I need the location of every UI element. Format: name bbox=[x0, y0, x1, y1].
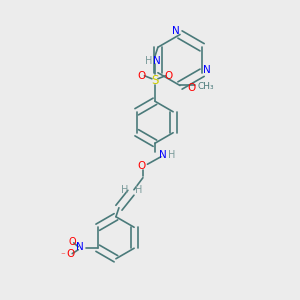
Text: H: H bbox=[121, 185, 129, 195]
Text: H: H bbox=[168, 150, 175, 160]
Text: ⁻: ⁻ bbox=[61, 251, 66, 260]
Text: N: N bbox=[152, 56, 160, 66]
Text: N: N bbox=[76, 242, 84, 252]
Text: N: N bbox=[172, 26, 179, 37]
Text: H: H bbox=[145, 56, 153, 66]
Text: O: O bbox=[164, 71, 172, 81]
Text: O: O bbox=[137, 161, 146, 171]
Text: H: H bbox=[135, 185, 142, 195]
Text: N: N bbox=[203, 65, 211, 75]
Text: O: O bbox=[68, 237, 76, 247]
Text: O: O bbox=[188, 83, 196, 94]
Text: CH₃: CH₃ bbox=[197, 82, 214, 91]
Text: O: O bbox=[137, 71, 146, 81]
Text: O: O bbox=[67, 249, 75, 259]
Text: S: S bbox=[151, 74, 159, 87]
Text: N: N bbox=[158, 150, 166, 160]
